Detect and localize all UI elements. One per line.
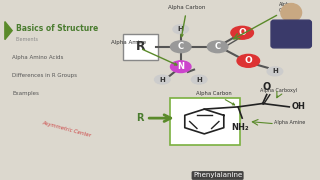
Polygon shape [5,22,12,40]
Circle shape [231,26,253,39]
Circle shape [191,75,207,84]
Text: Phenylalanine: Phenylalanine [193,172,242,179]
Circle shape [207,41,228,53]
Text: NH₂: NH₂ [231,123,249,132]
Circle shape [237,54,260,67]
Circle shape [281,4,301,22]
Circle shape [155,75,170,84]
Text: Asymmetric Center: Asymmetric Center [42,121,92,139]
Text: Differences in R Groups: Differences in R Groups [12,73,77,78]
Text: Basics of Structure: Basics of Structure [16,24,98,33]
Text: H: H [272,68,278,74]
Text: C: C [214,42,221,51]
Text: H: H [159,76,165,83]
Text: N: N [177,62,184,71]
FancyBboxPatch shape [171,98,240,145]
FancyBboxPatch shape [271,20,311,48]
Text: Alpha Carbon: Alpha Carbon [196,91,235,105]
Text: O: O [238,28,246,37]
Circle shape [267,67,283,76]
Text: Alpha Amine: Alpha Amine [111,40,177,65]
Text: Alpha Carboxyl: Alpha Carboxyl [260,88,298,93]
Text: Elements: Elements [16,37,39,42]
Text: OH: OH [291,102,305,111]
Text: Examples: Examples [12,91,39,96]
Text: R: R [136,113,171,123]
Text: O: O [244,56,252,65]
Circle shape [171,61,191,73]
Circle shape [173,25,188,34]
Text: Alpha Amine: Alpha Amine [274,120,305,125]
Text: Alpha Carbon: Alpha Carbon [168,5,205,37]
Text: O: O [263,82,271,92]
Text: H: H [178,26,184,32]
FancyBboxPatch shape [124,34,158,60]
Text: C: C [178,42,184,51]
Text: Alpha Amino Acids: Alpha Amino Acids [12,55,64,60]
Text: H: H [196,76,202,83]
Text: Alpha
Carboxyl: Alpha Carboxyl [279,2,301,13]
Text: R: R [136,40,146,53]
Circle shape [171,41,191,53]
